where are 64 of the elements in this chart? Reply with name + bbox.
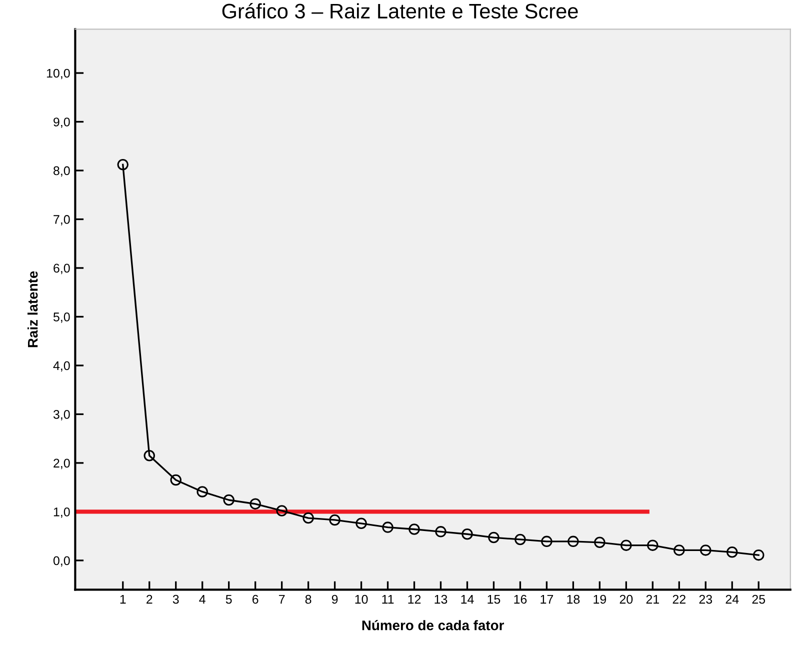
y-tick-label: 2,0 [54,458,70,470]
x-tick-label: 15 [488,595,500,604]
x-tick-label: 22 [672,594,686,604]
y-tick-label: 3,0 [53,410,70,420]
x-tick-label: 24 [726,594,739,604]
point [674,544,685,556]
x-tick-label: 6 [252,594,258,604]
x-tick-label: 8 [305,594,312,604]
point [329,514,340,526]
x-tick-label: 12 [408,594,421,604]
point [382,522,394,533]
point [117,159,129,170]
x-tick-label: 10 [355,594,368,604]
y-tick-label: 0,0 [53,556,70,567]
point [276,505,288,516]
point [250,498,261,510]
x-tick-label: 2 [146,594,152,604]
point [700,544,712,556]
point [541,536,552,548]
y-tick-label: 8,0 [54,166,70,177]
x-tick-label: 7 [278,595,285,604]
y-tick-label: 1,0 [54,507,70,518]
point [408,524,420,535]
point [170,474,182,486]
point [488,532,500,544]
point [356,518,367,530]
x-tick-label: 25 [752,594,766,604]
x-tick-label: 9 [332,594,338,604]
point [620,540,632,551]
y-tick-label: 10,0 [46,68,70,80]
y-tick-label: 7,0 [54,215,70,226]
point [514,534,526,546]
point [144,450,155,462]
x-tick-label: 20 [620,594,633,604]
x-axis-title: Número de cada fator [362,620,504,630]
y-tick-label: 6,0 [54,264,70,274]
point [647,540,658,551]
point [726,546,738,558]
point [462,528,473,540]
point [223,494,234,506]
x-tick-label: 21 [646,594,659,604]
x-tick-label: 13 [434,594,448,604]
x-tick-label: 1 [120,595,126,604]
x-tick-label: 5 [226,595,232,604]
x-tick-label: 11 [382,595,394,604]
point [435,526,446,538]
point [196,486,208,498]
y-tick-label: 9,0 [54,118,70,128]
x-tick-label: 19 [594,594,606,604]
point [594,536,606,548]
x-tick-label: 17 [540,595,554,604]
y-axis-title: Raiz latente [28,271,38,348]
x-tick-label: 14 [461,595,474,604]
x-tick-label: 18 [567,594,580,604]
point [568,536,579,548]
y-tick-label: 5,0 [53,312,70,323]
point [752,549,764,561]
chart-title: Gráfico 3 – Raiz Latente e Teste Scree [222,2,578,19]
x-tick-label: 4 [199,595,206,604]
y-tick-label: 4,0 [53,361,70,372]
x-tick-label: 16 [514,594,527,604]
point [302,512,314,524]
x-tick-label: 23 [699,594,712,604]
x-tick-label: 3 [172,594,179,604]
